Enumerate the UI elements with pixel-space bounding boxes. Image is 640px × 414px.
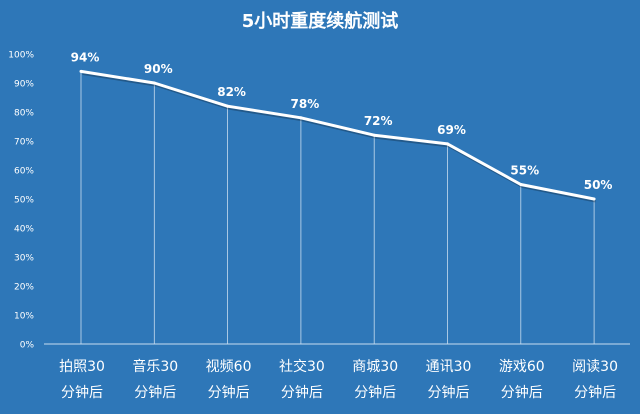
data-points bbox=[79, 69, 596, 201]
series-line-group bbox=[80, 69, 596, 203]
y-tick-label: 70% bbox=[14, 138, 34, 148]
data-point bbox=[152, 81, 156, 85]
data-label: 69% bbox=[437, 123, 466, 137]
y-tick-label: 80% bbox=[14, 109, 34, 119]
y-tick-label: 20% bbox=[14, 283, 34, 293]
data-point bbox=[372, 133, 376, 137]
data-labels: 94% 90% 82% 78% 72% 69% 55% 50% bbox=[71, 50, 613, 192]
data-point bbox=[446, 142, 449, 146]
x-tick-label: 社交30 bbox=[279, 358, 325, 375]
x-tick-label: 游戏60 bbox=[499, 359, 545, 375]
x-tick-label: 分钟后 bbox=[281, 384, 323, 401]
x-tick-label: 音乐30 bbox=[132, 358, 178, 375]
data-point bbox=[519, 183, 523, 186]
data-label: 50% bbox=[584, 178, 613, 192]
x-tick-label: 分钟后 bbox=[134, 384, 176, 401]
x-tick-label: 通讯30 bbox=[426, 359, 472, 375]
y-tick-label: 10% bbox=[14, 312, 34, 322]
data-label: 55% bbox=[510, 164, 539, 178]
y-tick-label: 100% bbox=[8, 51, 34, 61]
data-point bbox=[79, 69, 83, 73]
y-tick-label: 50% bbox=[14, 196, 34, 206]
x-tick-label: 阅读30 bbox=[572, 358, 618, 375]
series-line bbox=[80, 69, 595, 201]
y-tick-label: 30% bbox=[14, 254, 34, 264]
x-tick-label: 分钟后 bbox=[354, 384, 396, 401]
x-tick-label: 视频60 bbox=[206, 359, 252, 375]
data-label: 82% bbox=[217, 85, 246, 99]
x-tick-label: 分钟后 bbox=[574, 384, 616, 401]
y-tick-label: 40% bbox=[14, 225, 34, 235]
y-axis: 0% 10% 20% 30% 40% 50% 60% 70% 80% 90% 100% bbox=[8, 51, 630, 351]
data-point bbox=[226, 104, 230, 108]
x-tick-label: 分钟后 bbox=[428, 384, 470, 401]
data-label: 94% bbox=[71, 50, 100, 64]
chart-title: 5小时重度续航测试 bbox=[242, 10, 399, 32]
x-axis: 拍照30 分钟后 音乐30 分钟后 视频60 分钟后 社交30 分钟后 商城30 分钟后 通讯30 分… bbox=[59, 358, 618, 401]
x-tick-label: 分钟后 bbox=[208, 384, 250, 401]
y-tick-label: 90% bbox=[14, 80, 34, 90]
data-point bbox=[592, 197, 596, 201]
x-tick-label: 商城30 bbox=[352, 359, 398, 375]
data-label: 72% bbox=[364, 114, 393, 128]
y-tick-label: 0% bbox=[20, 341, 35, 351]
x-tick-label: 分钟后 bbox=[61, 384, 103, 401]
data-label: 90% bbox=[144, 62, 173, 76]
data-label: 78% bbox=[291, 97, 320, 111]
drop-lines bbox=[80, 71, 595, 344]
data-point bbox=[299, 116, 303, 120]
x-tick-label: 拍照30 bbox=[59, 359, 105, 375]
x-tick-label: 分钟后 bbox=[501, 384, 543, 401]
y-tick-label: 60% bbox=[14, 167, 34, 177]
